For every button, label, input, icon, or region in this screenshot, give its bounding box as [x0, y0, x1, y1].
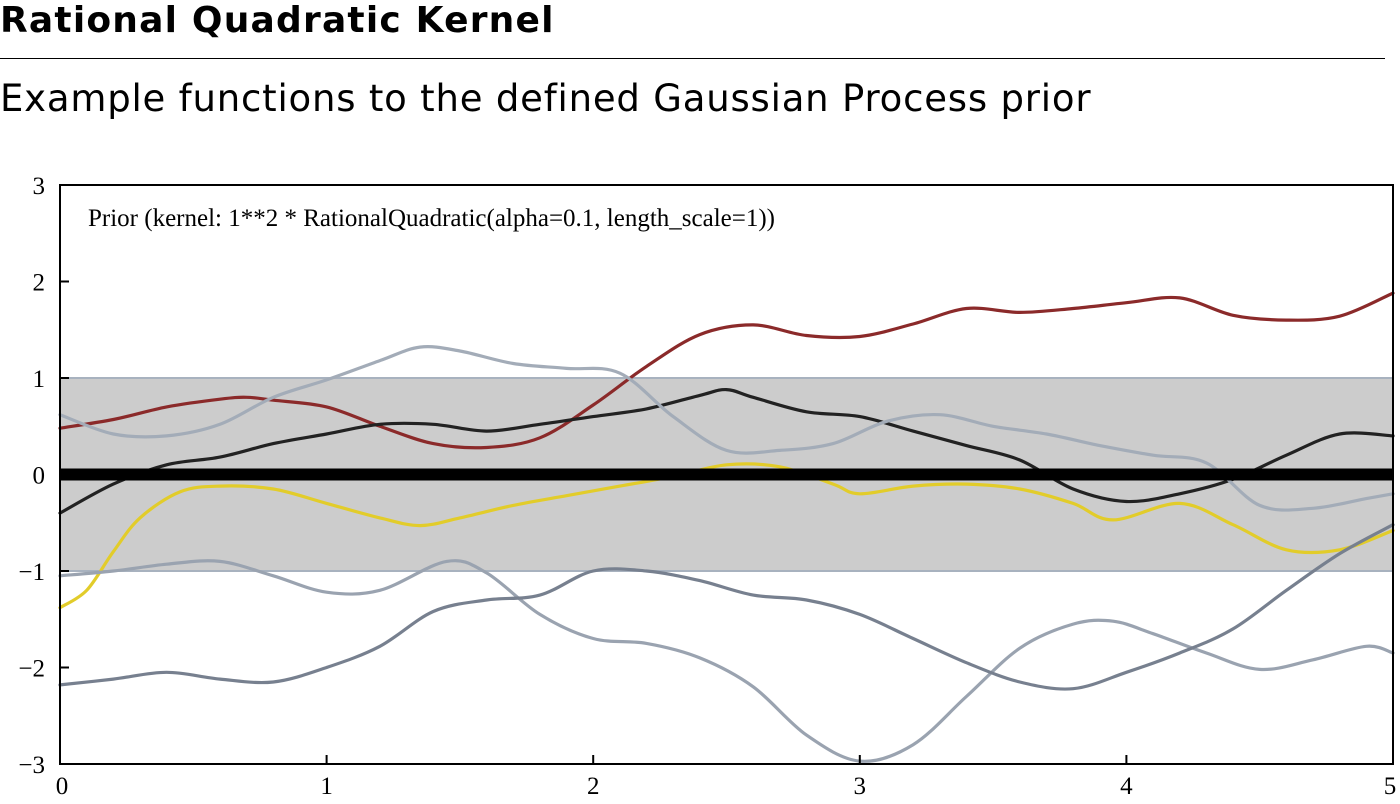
y-tick-label: −2 — [18, 656, 45, 683]
series-line-5 — [58, 559, 1395, 763]
series-line-2 — [58, 387, 1395, 515]
y-tick-label: 0 — [33, 463, 46, 490]
y-tick-label: 3 — [33, 173, 46, 200]
chart-title: Prior (kernel: 1**2 * RationalQuadratic(… — [88, 205, 775, 232]
y-tick-label: −3 — [18, 752, 45, 779]
series-line-6 — [58, 523, 1395, 691]
y-tick-label: 2 — [33, 270, 46, 297]
y-axis-ticks: 3 2 1 0 −1 −2 −3 — [18, 173, 69, 779]
y-tick-label: 1 — [33, 366, 46, 393]
series-line-1 — [58, 291, 1395, 450]
series-line-4 — [58, 345, 1395, 512]
x-tick-label: 4 — [1120, 773, 1133, 800]
x-tick-label: 5 — [1384, 773, 1397, 800]
x-tick-label: 0 — [56, 773, 69, 800]
title-divider — [0, 58, 1385, 59]
y-tick-label: −1 — [18, 559, 45, 586]
x-tick-label: 1 — [320, 773, 333, 800]
x-axis-ticks: 0 1 2 3 4 5 — [56, 755, 1397, 800]
page-title: Rational Quadratic Kernel — [0, 0, 555, 41]
x-tick-label: 2 — [587, 773, 600, 800]
page-subtitle: Example functions to the defined Gaussia… — [0, 77, 1092, 120]
x-tick-label: 3 — [854, 773, 867, 800]
